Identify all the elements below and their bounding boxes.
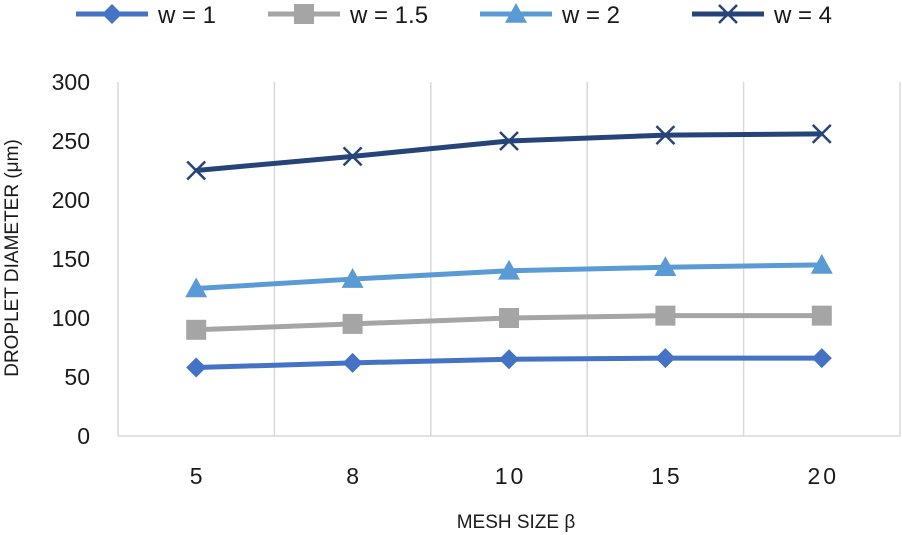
- legend: w = 1 w = 1.5 w = 2 w = 4: [76, 2, 832, 29]
- data-point: [654, 256, 677, 277]
- series-2: [186, 305, 832, 340]
- legend-label: w = 2: [561, 2, 620, 29]
- legend-label: w = 1: [157, 2, 216, 29]
- data-point: [342, 313, 363, 334]
- data-point: [186, 319, 207, 340]
- legend-marker: [505, 3, 527, 23]
- series-4: [186, 124, 832, 181]
- legend-marker: [294, 4, 314, 24]
- legend-item: w = 1.5: [268, 2, 428, 29]
- x-tick-label: 20: [808, 463, 840, 489]
- x-tick-label: 10: [495, 463, 527, 489]
- x-tick-label: 5: [190, 463, 206, 489]
- x-axis-ticks: 5 8 10 15 20: [190, 463, 840, 489]
- series-1: [186, 348, 832, 378]
- y-axis-ticks: 0 50 100 150 200 250 300: [52, 69, 90, 449]
- y-tick-label: 0: [77, 423, 90, 449]
- x-tick-label: 15: [651, 463, 683, 489]
- y-tick-label: 250: [52, 128, 90, 154]
- data-point: [186, 357, 207, 378]
- data-point: [655, 125, 676, 145]
- data-point: [655, 305, 676, 326]
- legend-marker: [718, 4, 738, 24]
- data-point: [186, 160, 207, 181]
- series-group: [185, 124, 833, 378]
- data-point: [342, 352, 363, 373]
- data-point: [341, 268, 364, 288]
- data-point: [499, 131, 519, 151]
- legend-item: w = 2: [480, 2, 620, 29]
- series-3: [185, 253, 833, 298]
- x-tick-label: 8: [346, 463, 362, 489]
- legend-label: w = 4: [773, 2, 832, 29]
- data-point: [499, 349, 519, 370]
- legend-label: w = 1.5: [349, 2, 428, 29]
- y-tick-label: 200: [52, 187, 90, 213]
- data-point: [811, 124, 832, 144]
- data-point: [498, 259, 520, 280]
- y-tick-label: 50: [64, 364, 90, 390]
- gridlines: [117, 82, 901, 437]
- y-tick-label: 300: [52, 69, 90, 95]
- legend-item: w = 4: [692, 2, 832, 29]
- data-point: [655, 348, 676, 369]
- data-point: [185, 277, 208, 298]
- data-point: [811, 305, 832, 326]
- legend-marker: [102, 4, 122, 24]
- data-point: [811, 348, 832, 369]
- y-axis-title: DROPLET DIAMETER (μm): [2, 139, 23, 377]
- legend-item: w = 1: [76, 2, 216, 29]
- data-point: [342, 146, 363, 167]
- data-point: [499, 308, 519, 328]
- data-point: [810, 253, 833, 274]
- y-tick-label: 100: [52, 305, 90, 331]
- x-axis-title: MESH SIZE β: [457, 512, 576, 533]
- y-tick-label: 150: [52, 246, 90, 272]
